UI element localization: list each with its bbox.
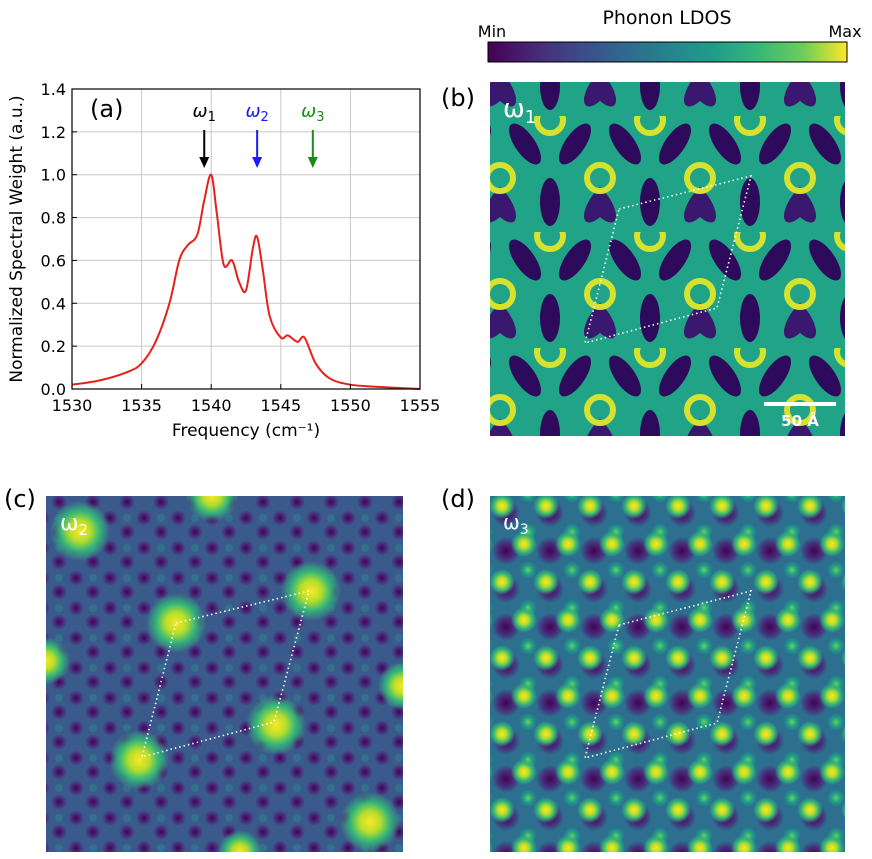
x-tick-label: 1545 [260, 396, 301, 415]
scale-bar-label: 50 Å [781, 411, 819, 430]
colorbar-title: Phonon LDOS [602, 7, 731, 29]
grid [71, 88, 421, 390]
tick-marks: 1530 1535 1540 1545 1550 1555 0.0 0.2 0.4 0.6 0.8 1… [41, 80, 441, 415]
ldos-map-omega2 [46, 496, 403, 852]
y-tick-label: 0.4 [41, 294, 66, 313]
ldos-map-omega1 [490, 82, 845, 436]
x-tick-label: 1530 [52, 396, 93, 415]
arrow-head [307, 157, 318, 168]
annotation-omega-2: ω2 [245, 101, 269, 168]
x-tick-label: 1555 [400, 396, 441, 415]
x-axis-label: Frequency (cm⁻¹) [172, 421, 320, 441]
y-tick-label: 0.2 [41, 337, 66, 356]
moire-unit-cell [140, 589, 311, 759]
y-tick-label: 0.0 [41, 380, 66, 399]
y-tick-label: 1.4 [41, 80, 66, 99]
colorbar [487, 41, 848, 63]
mode-label-omega1: ω1 [503, 94, 536, 128]
colorbar-min-label: Min [478, 22, 506, 41]
svg-text:ω3: ω3 [301, 101, 324, 125]
annotation-omega-3: ω3 [301, 101, 324, 168]
x-tick-label: 1540 [191, 396, 232, 415]
spectrum-chart: 1530 1535 1540 1545 1550 1555 0.0 0.2 0.4 0.6 0.8 1… [7, 80, 440, 441]
panel-label-d: (d) [441, 485, 475, 513]
panel-label-b: (b) [441, 84, 475, 112]
mode-label-omega3: ω3 [503, 510, 529, 538]
annotation-omega-1: ω1 [193, 101, 216, 168]
panel-label-a: (a) [90, 95, 123, 123]
panel-label-c: (c) [4, 485, 36, 513]
mode-label-omega2: ω2 [60, 511, 88, 539]
plot-frame [71, 88, 421, 390]
x-tick-label: 1535 [121, 396, 162, 415]
moire-unit-cell [583, 589, 753, 760]
scale-bar [764, 402, 836, 406]
ldos-map-omega3 [490, 496, 845, 852]
svg-text:ω2: ω2 [245, 101, 268, 125]
mode-annotations: ω1 ω2 ω3 [193, 101, 324, 168]
arrow-head [199, 157, 210, 168]
x-tick-label: 1550 [330, 396, 371, 415]
moire-unit-cell [583, 174, 753, 345]
y-tick-label: 0.8 [41, 209, 66, 228]
y-axis-label: Normalized Spectral Weight (a.u.) [7, 95, 27, 382]
svg-text:ω1: ω1 [193, 101, 216, 125]
colorbar-max-label: Max [828, 22, 861, 41]
y-tick-label: 1.2 [41, 123, 66, 142]
series-line [71, 173, 421, 390]
y-tick-label: 0.6 [41, 251, 66, 270]
arrow-head [252, 157, 263, 168]
y-tick-label: 1.0 [41, 166, 66, 185]
